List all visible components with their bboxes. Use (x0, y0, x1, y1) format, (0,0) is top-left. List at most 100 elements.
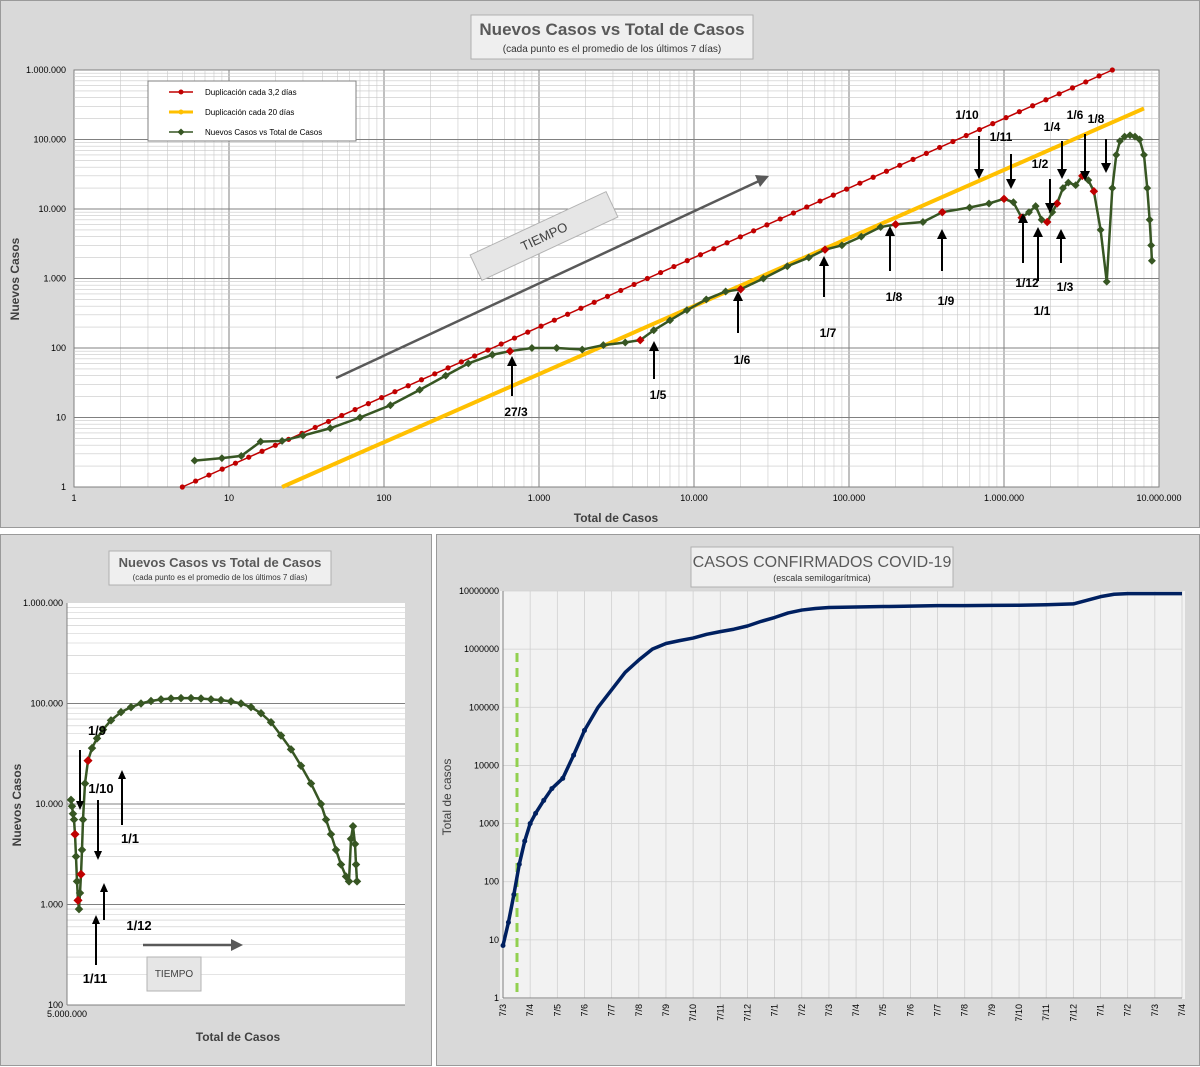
bl-y-tick-label: 100.000 (30, 699, 63, 709)
time-arrow-line (335, 179, 760, 380)
series-doubling-3-2-days-marker (1109, 67, 1115, 73)
br-x-tick-label: 7/9 (661, 1004, 671, 1017)
series-doubling-3-2-days-marker (897, 162, 903, 168)
series-doubling-3-2-days-marker (910, 156, 916, 162)
br-y-tick-label: 1 (494, 993, 499, 1003)
series-doubling-3-2-days-marker (671, 263, 677, 270)
top-annotation-arrowhead-down (1101, 163, 1111, 173)
top-annotation-label: 1/10 (955, 108, 979, 122)
series-doubling-3-2-days-marker (365, 401, 371, 407)
br-series-marker (549, 786, 555, 792)
bl-x-axis-label: Total de Casos (196, 1030, 281, 1044)
top-y-tick-label: 100.000 (33, 135, 66, 145)
series-new-vs-total-marker (649, 326, 658, 335)
br-x-tick-label: 7/5 (552, 1004, 562, 1017)
bl-chart-subtitle: (cada punto es el promedio de los último… (133, 573, 308, 582)
bl-series-marker (350, 839, 360, 849)
br-x-tick-label: 7/12 (1068, 1004, 1078, 1022)
bl-annotation-label: 1/11 (83, 971, 108, 986)
br-x-tick-label: 7/3 (498, 1004, 508, 1017)
bl-series-marker (256, 708, 266, 718)
series-new-vs-total-marker (278, 436, 287, 445)
series-doubling-3-2-days-marker (551, 317, 557, 323)
top-x-tick-label: 10 (224, 493, 234, 503)
br-x-tick-label: 7/10 (688, 1004, 698, 1022)
series-doubling-3-2-days-marker (272, 442, 278, 448)
top-legend: Duplicación cada 3,2 días Duplicación ca… (147, 80, 357, 142)
bl-series-marker (176, 693, 186, 703)
bl-series-marker (352, 877, 362, 886)
top-chart-subtitle: (cada punto es el promedio de los último… (503, 44, 721, 55)
series-doubling-3-2-days-marker (711, 246, 717, 252)
series-doubling-3-2-days-marker (259, 448, 265, 454)
series-doubling-3-2-days-marker (937, 144, 943, 151)
top-annotation-label: 1/2 (1032, 157, 1049, 171)
bl-series-marker (306, 779, 316, 788)
bl-series-marker (69, 815, 79, 824)
bl-series-marker (126, 702, 136, 712)
series-doubling-3-2-days-marker (817, 198, 823, 204)
br-x-tick-label: 7/9 (987, 1004, 997, 1017)
top-x-tick-label: 10.000 (680, 493, 708, 503)
series-doubling-3-2-days-marker (591, 299, 597, 305)
series-doubling-3-2-days-marker (631, 281, 637, 288)
top-y-tick-label: 1.000 (43, 274, 66, 284)
legend-item-yellow: Duplicación cada 20 días (205, 108, 294, 117)
br-x-tick-label: 7/6 (905, 1004, 915, 1017)
series-doubling-3-2-days-marker (325, 418, 332, 425)
br-series-marker (500, 942, 506, 948)
bl-series-marker (286, 745, 296, 754)
top-title-box (470, 14, 754, 60)
series-doubling-3-2-days-marker (246, 454, 252, 460)
br-chart-subtitle: (escala semilogarítmica) (773, 573, 871, 583)
bl-series-marker (246, 702, 256, 712)
bl-series-marker (326, 830, 336, 839)
top-annotation-label: 1/7 (820, 326, 837, 340)
bl-series-marker (206, 695, 216, 704)
series-new-vs-total-marker (857, 232, 866, 241)
top-chart-title: Nuevos Casos vs Total de Casos (479, 20, 744, 39)
br-x-tick-label: 7/11 (1041, 1004, 1051, 1021)
top-annotation-label: 1/5 (650, 388, 667, 402)
bottom-left-chart-svg: Nuevos Casos vs Total de Casos (cada pun… (10, 550, 405, 1044)
bl-annotation-arrowhead-down (94, 851, 102, 860)
series-doubling-3-2-days-marker (405, 383, 411, 389)
top-annotation-label: 1/12 (1015, 276, 1039, 290)
series-new-vs-total-marker (356, 413, 364, 422)
series-new-vs-total-marker (190, 456, 199, 465)
series-doubling-3-2-days-marker (1056, 91, 1062, 97)
series-new-vs-total-marker (985, 199, 993, 208)
br-x-tick-label: 7/5 (878, 1004, 888, 1017)
bl-series-marker (78, 815, 88, 824)
series-new-vs-total-marker (488, 350, 497, 359)
bottom-right-chart-svg: CASOS CONFIRMADOS COVID-19 (escala semil… (440, 546, 1187, 1022)
br-x-tick-label: 7/7 (933, 1004, 943, 1017)
series-doubling-3-2-days-marker (312, 424, 318, 431)
bl-series-marker (216, 695, 226, 705)
top-x-axis-label: Total de Casos (574, 511, 659, 525)
bl-series-marker (156, 695, 166, 704)
series-new-vs-total-marker (217, 454, 226, 463)
series-doubling-3-2-days-marker (804, 204, 810, 210)
series-doubling-3-2-days-marker (565, 311, 571, 317)
bl-chart-title: Nuevos Casos vs Total de Casos (119, 555, 322, 570)
br-x-tick-label: 7/8 (960, 1004, 970, 1017)
series-doubling-3-2-days-marker (697, 252, 704, 258)
bl-series-marker (331, 845, 341, 855)
series-new-vs-total-marker (918, 218, 927, 226)
bl-annotation-label: 1/1 (121, 831, 139, 846)
bl-series-marker (346, 834, 356, 844)
bl-series-marker (316, 799, 326, 809)
bl-y-tick-label: 100 (48, 1000, 63, 1010)
bl-series-marker (321, 815, 331, 824)
top-annotation-label: 1/6 (1067, 108, 1084, 122)
top-annotation-label: 1/1 (1034, 304, 1051, 318)
series-doubling-3-2-days-marker (950, 138, 956, 145)
br-x-tick-label: 7/11 (715, 1004, 725, 1021)
bl-series-marker (98, 725, 108, 734)
bl-title-box (108, 550, 332, 586)
top-x-tick-label: 100.000 (833, 493, 866, 503)
series-doubling-3-2-days-marker (1069, 85, 1076, 91)
series-new-vs-total-marker (298, 431, 307, 440)
bl-y-tick-label: 1.000 (40, 900, 63, 910)
